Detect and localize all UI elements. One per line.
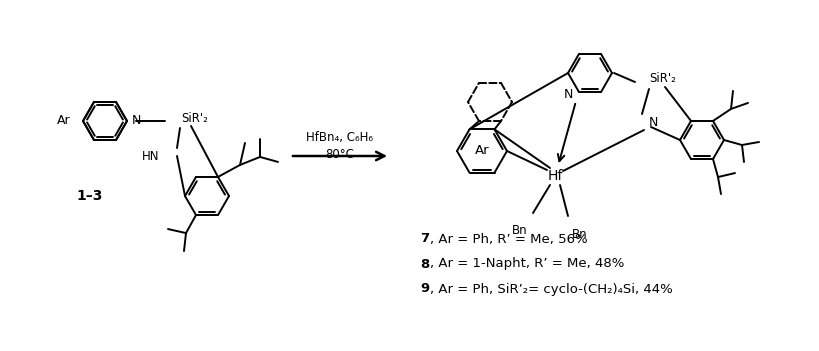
Text: N: N	[649, 117, 658, 130]
Text: N: N	[563, 87, 573, 100]
Text: SiR'₂: SiR'₂	[649, 73, 676, 86]
Text: Ar: Ar	[475, 145, 489, 158]
Text: , Ar = 1-Napht, R’ = Me, 48%: , Ar = 1-Napht, R’ = Me, 48%	[430, 258, 624, 271]
Text: Ar: Ar	[57, 114, 71, 127]
Text: Bn: Bn	[512, 225, 527, 238]
Text: HfBn₄, C₆H₆: HfBn₄, C₆H₆	[306, 132, 373, 145]
Text: N: N	[132, 113, 142, 126]
Text: 7: 7	[420, 232, 429, 245]
Text: HN: HN	[142, 150, 159, 163]
Text: 9: 9	[420, 283, 429, 296]
Text: , Ar = Ph, SiR’₂= cyclo-(CH₂)₄Si, 44%: , Ar = Ph, SiR’₂= cyclo-(CH₂)₄Si, 44%	[430, 283, 672, 296]
Text: , Ar = Ph, R’ = Me, 56%: , Ar = Ph, R’ = Me, 56%	[430, 232, 587, 245]
Text: SiR'₂: SiR'₂	[181, 113, 208, 126]
Text: 1–3: 1–3	[77, 189, 103, 203]
Text: Hf: Hf	[547, 169, 563, 183]
Text: 80°C: 80°C	[326, 147, 355, 160]
Text: Bn: Bn	[572, 227, 588, 240]
Text: 8: 8	[420, 258, 429, 271]
